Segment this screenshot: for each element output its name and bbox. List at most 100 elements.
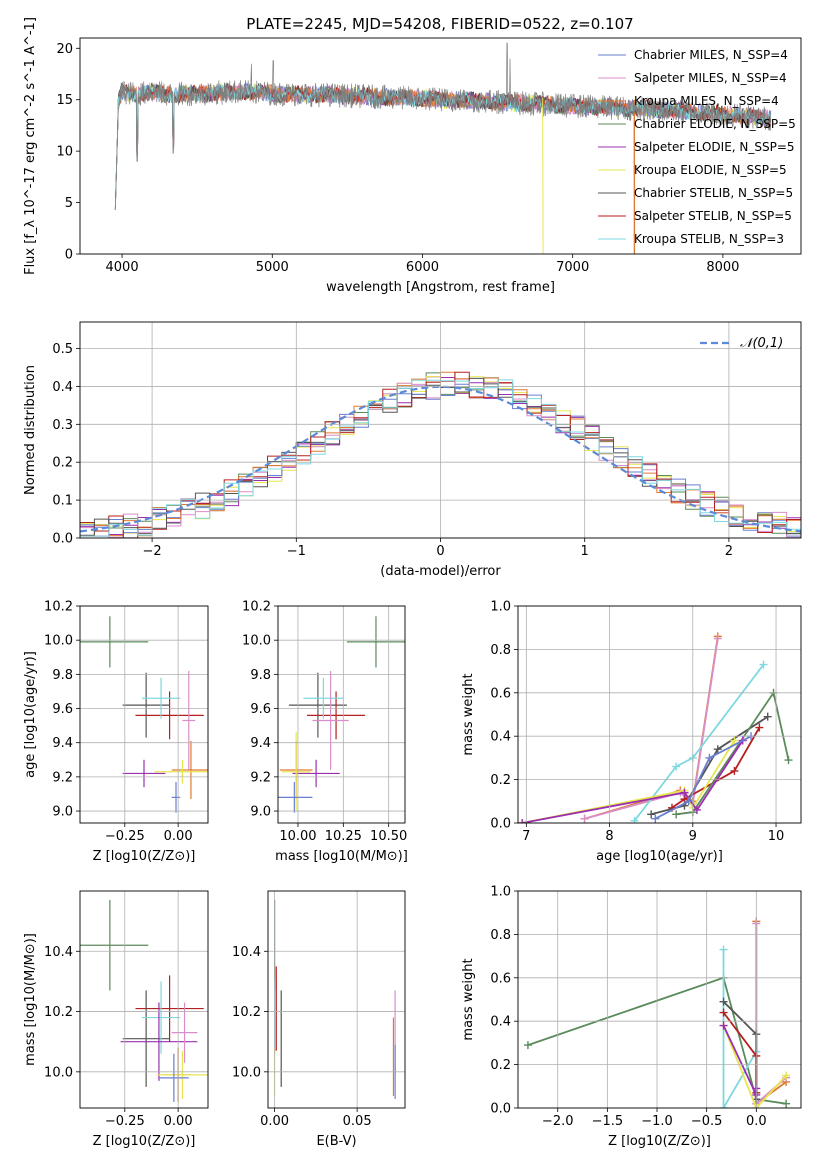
legend-label: Chabrier ELODIE, N_SSP=5 xyxy=(634,117,796,131)
x-tick-label: 2 xyxy=(725,544,733,559)
legend-label: Kroupa MILES, N_SSP=4 xyxy=(634,94,779,108)
y-tick-label: 10.0 xyxy=(44,1065,73,1080)
y-tick-label: 0.3 xyxy=(52,418,73,433)
x-tick-label: 5000 xyxy=(256,260,289,275)
mass-weight-marker xyxy=(672,762,681,771)
mass-weight-line xyxy=(755,921,787,1106)
x-tick-label: 10 xyxy=(768,829,785,844)
x-tick-label: 10.25 xyxy=(325,829,362,844)
x-tick-label: 0.05 xyxy=(343,1114,372,1129)
mass-weight-marker xyxy=(580,814,589,823)
mass-weight-marker xyxy=(719,1104,728,1108)
y-tick-label: 9.8 xyxy=(52,668,73,683)
x-tick-label: 8 xyxy=(605,829,613,844)
y-tick-label: 0.4 xyxy=(490,1015,511,1030)
legend-label: Kroupa STELIB, N_SSP=3 xyxy=(634,232,784,246)
y-tick-label: 10.2 xyxy=(232,1005,261,1020)
y-tick-label: 0.0 xyxy=(52,532,73,547)
x-tick-label: 4000 xyxy=(106,260,139,275)
x-axis-label: E(B-V) xyxy=(316,1134,356,1149)
mass-weight-marker xyxy=(719,945,728,954)
x-tick-label: 0.00 xyxy=(164,1114,193,1129)
y-tick-label: 9.4 xyxy=(250,736,271,751)
plot-area xyxy=(278,616,405,813)
x-axis-label: Z [log10(Z/Z⊙)] xyxy=(93,1134,196,1149)
y-tick-label: 10 xyxy=(56,145,73,160)
axes-frame xyxy=(277,605,406,824)
mass-weight-marker xyxy=(518,819,527,823)
y-tick-label: 1.0 xyxy=(490,600,511,615)
y-axis-label: age [log10(age/yr)] xyxy=(23,651,38,778)
mass-weight-marker xyxy=(713,745,722,754)
mass-weight-line xyxy=(755,923,787,1106)
y-tick-label: 9.0 xyxy=(250,805,271,820)
y-axis-label: mass weight xyxy=(461,673,476,755)
figure-title: PLATE=2245, MJD=54208, FIBERID=0522, z=0… xyxy=(246,15,633,33)
x-tick-label: 0.00 xyxy=(260,1114,289,1129)
y-axis-label: Flux [f_λ 10^-17 erg cm^-2 s^-1 A^-1] xyxy=(23,17,38,275)
legend-label: Salpeter MILES, N_SSP=4 xyxy=(634,71,787,85)
y-tick-label: 10.0 xyxy=(242,634,271,649)
y-tick-label: 10.4 xyxy=(44,945,73,960)
y-tick-label: 0 xyxy=(65,248,73,263)
axes-frame xyxy=(79,890,209,1109)
x-tick-label: 9 xyxy=(689,829,697,844)
mass-weight-line xyxy=(633,664,765,822)
x-axis-label: mass [log10(M/M⊙)] xyxy=(275,849,408,864)
axes-spectrum: 4000 5000 6000 7000 8000 0 5 10 15 20 wavelength [… xyxy=(23,17,802,295)
x-tick-label: 0 xyxy=(436,544,444,559)
x-tick-label: −1 xyxy=(287,544,306,559)
y-tick-label: 0.6 xyxy=(490,686,511,701)
y-tick-label: 15 xyxy=(56,93,73,108)
axes-mass-vs-z: −0.25 0.00 10.0 10.2 10.4 Z [log10(Z/Z⊙)] mass… xyxy=(23,890,209,1149)
x-tick-label: −1.5 xyxy=(592,1114,624,1129)
y-tick-label: 9.2 xyxy=(250,770,271,785)
mass-weight-marker xyxy=(651,814,660,823)
mass-weight-marker xyxy=(719,1021,728,1030)
legend: Chabrier MILES, N_SSP=4 Salpeter MILES, N… xyxy=(598,48,796,246)
y-tick-label: 9.2 xyxy=(52,770,73,785)
mass-weight-marker xyxy=(680,788,689,797)
y-tick-label: 1.0 xyxy=(490,885,511,900)
mass-weight-line xyxy=(675,690,790,816)
legend-label: Kroupa ELODIE, N_SSP=5 xyxy=(634,163,787,177)
legend: 𝒩(0,1) xyxy=(700,336,783,351)
y-tick-label: 10.4 xyxy=(232,945,261,960)
y-tick-label: 0.1 xyxy=(52,494,73,509)
plot-area xyxy=(80,616,208,813)
x-tick-label: 6000 xyxy=(406,260,439,275)
y-tick-label: 0.8 xyxy=(490,928,511,943)
y-tick-label: 0.6 xyxy=(490,971,511,986)
x-tick-label: −1.0 xyxy=(641,1114,673,1129)
y-tick-label: 0.0 xyxy=(490,817,511,832)
y-tick-label: 10.2 xyxy=(242,600,271,615)
x-axis-label: (data-model)/error xyxy=(380,564,501,579)
x-tick-label: 10.00 xyxy=(279,829,316,844)
x-tick-label: −0.5 xyxy=(691,1114,723,1129)
mass-weight-marker xyxy=(705,753,714,762)
x-tick-label: 0.0 xyxy=(746,1114,767,1129)
x-axis-label: wavelength [Angstrom, rest frame] xyxy=(326,280,555,295)
mass-weight-marker xyxy=(782,1071,791,1080)
axes-frame xyxy=(267,890,406,1109)
y-tick-label: 0.0 xyxy=(490,1102,511,1117)
axes-frame xyxy=(79,605,209,824)
axes-frame xyxy=(79,37,802,255)
mass-weight-line xyxy=(527,976,787,1105)
axes-massweight-vs-z: −2.0 −1.5 −1.0 −0.5 0.0 0.0 0.2 0.4 0.6 0.8 1.0 Z [… xyxy=(461,885,802,1149)
y-tick-label: 9.6 xyxy=(52,702,73,717)
y-tick-label: 9.4 xyxy=(52,736,73,751)
y-axis-label: Normed distribution xyxy=(23,365,38,495)
mass-weight-marker xyxy=(763,712,772,721)
mass-weight-marker xyxy=(755,723,764,732)
x-tick-label: −2.0 xyxy=(542,1114,574,1129)
y-tick-label: 10.0 xyxy=(44,634,73,649)
y-tick-label: 0.2 xyxy=(490,1058,511,1073)
plot-area xyxy=(518,632,793,823)
legend-label: Salpeter ELODIE, N_SSP=5 xyxy=(634,140,795,154)
y-tick-label: 20 xyxy=(56,42,73,57)
legend-label: 𝒩(0,1) xyxy=(740,336,783,351)
mass-weight-line xyxy=(671,727,761,809)
axes-mass-vs-ebv: 0.00 0.05 10.0 10.2 10.4 E(B-V) xyxy=(232,890,406,1149)
y-tick-label: 0.2 xyxy=(52,456,73,471)
